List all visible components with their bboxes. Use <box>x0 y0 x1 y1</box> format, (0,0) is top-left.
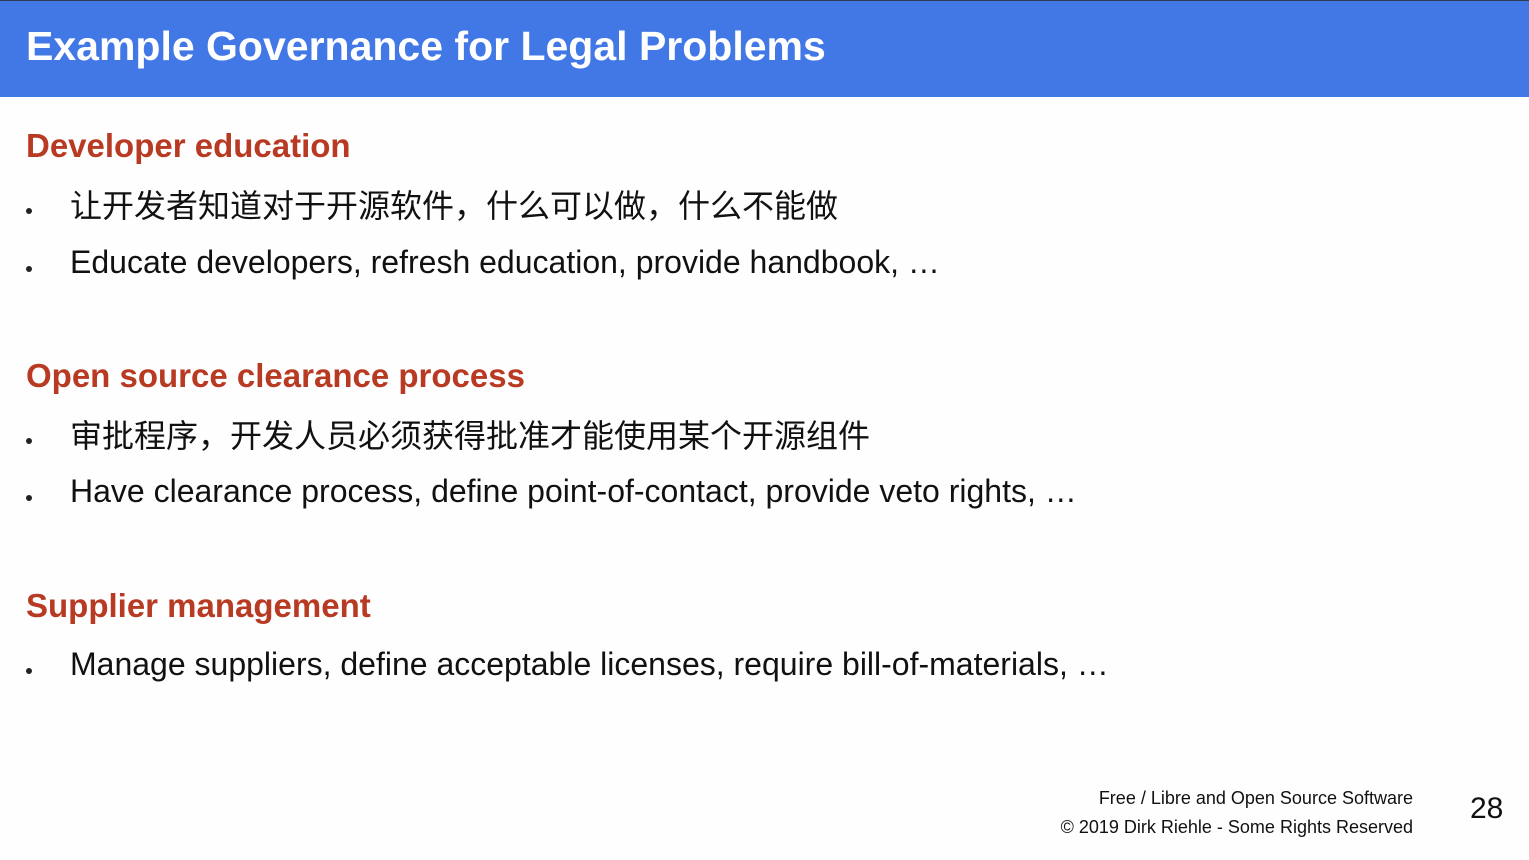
bullet-item: 让开发者知道对于开源软件，什么可以做，什么不能做 <box>26 184 838 224</box>
bullet-dot-icon <box>26 438 32 444</box>
section-heading-developer-education: Developer education <box>26 127 351 164</box>
bullet-text: Manage suppliers, define acceptable lice… <box>70 645 1109 682</box>
bullet-text: Have clearance process, define point-of-… <box>70 472 1077 509</box>
footer-line-copyright: © 2019 Dirk Riehle - Some Rights Reserve… <box>1060 817 1413 837</box>
bullet-text: 让开发者知道对于开源软件，什么可以做，什么不能做 <box>70 188 839 224</box>
bullet-text: 审批程序，开发人员必须获得批准才能使用某个开源组件 <box>70 418 871 454</box>
slide-title: Example Governance for Legal Problems <box>26 23 826 69</box>
page-number: 28 <box>1470 792 1504 825</box>
footer-line-course: Free / Libre and Open Source Software <box>1098 788 1413 808</box>
bullet-dot-icon <box>26 495 32 501</box>
title-bar: Example Governance for Legal Problems <box>0 0 1529 97</box>
section-heading-clearance-process: Open source clearance process <box>26 357 525 394</box>
section-heading-supplier-management: Supplier management <box>26 587 371 624</box>
bullet-dot-icon <box>26 266 32 272</box>
bullet-item: Have clearance process, define point-of-… <box>26 471 1077 511</box>
bullet-text: Educate developers, refresh education, p… <box>70 243 940 280</box>
bullet-item: Educate developers, refresh education, p… <box>26 242 940 282</box>
bullet-dot-icon <box>26 208 32 214</box>
bullet-dot-icon <box>26 668 32 674</box>
bullet-item: Manage suppliers, define acceptable lice… <box>26 644 1109 684</box>
bullet-item: 审批程序，开发人员必须获得批准才能使用某个开源组件 <box>26 414 870 454</box>
footer: Free / Libre and Open Source Software © … <box>1061 784 1413 842</box>
